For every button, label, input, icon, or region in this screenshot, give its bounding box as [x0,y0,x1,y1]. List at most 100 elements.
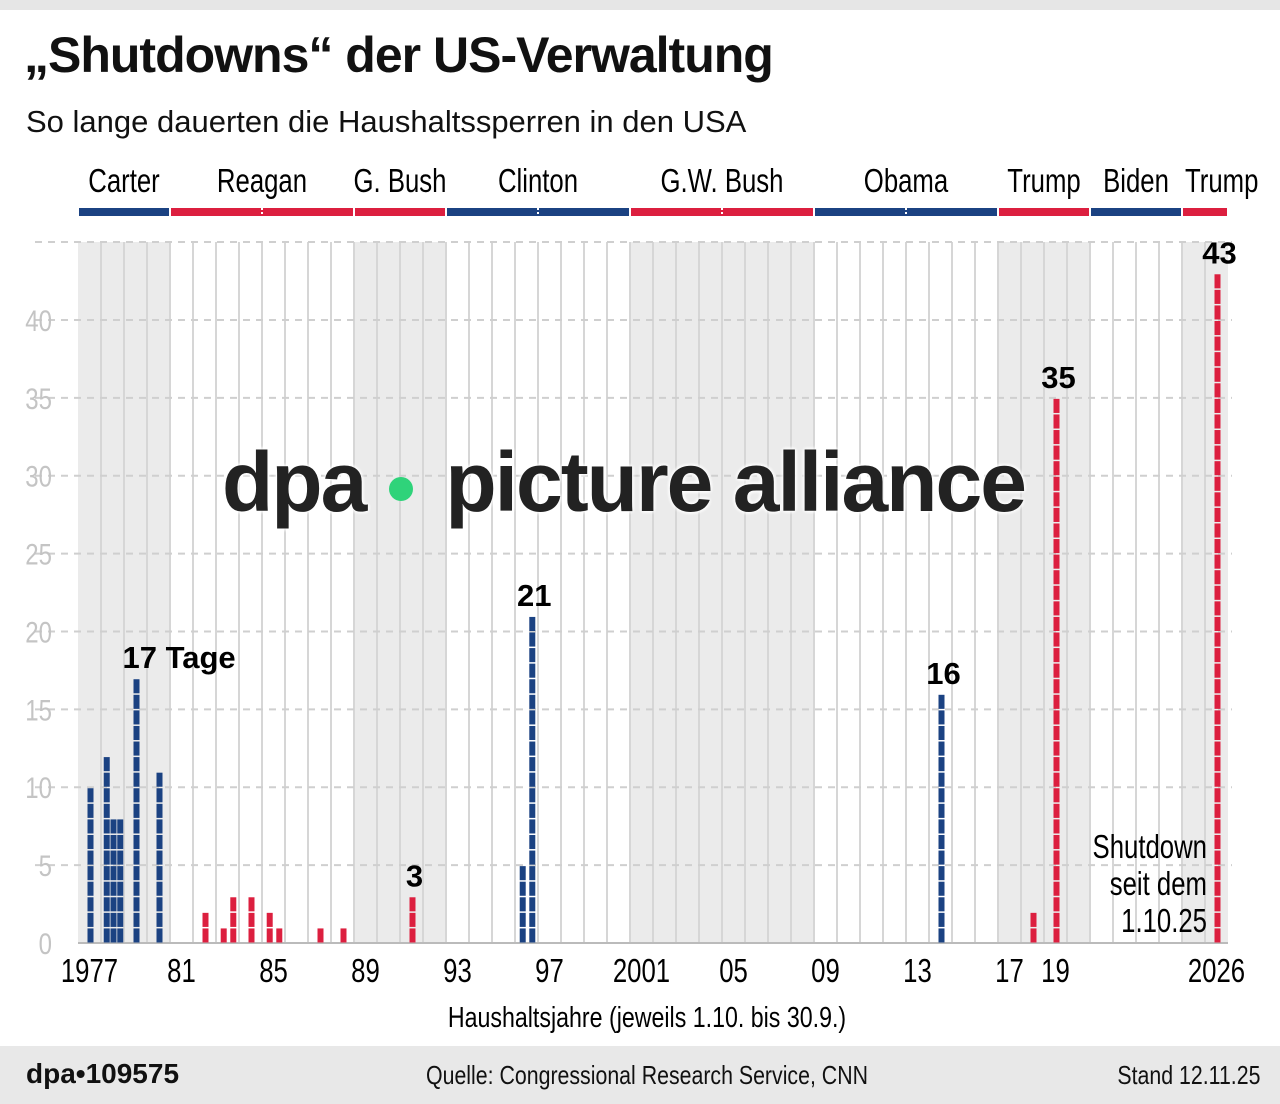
bar-segment [938,834,945,850]
bar-segment [1053,881,1060,896]
bar-segment [87,912,94,927]
bar-segment [1053,757,1060,772]
president-name: Carter [88,163,160,200]
president-name: Trump [1007,163,1080,200]
bar-segment [110,912,117,927]
bar-segment [1053,539,1060,554]
bar-segment [519,928,526,943]
bar-segment [519,881,526,896]
chart-title: „Shutdowns“ der US-Verwaltung [24,27,774,83]
bar-segment [409,912,416,927]
bar-segment [133,819,140,834]
bar-segment [529,850,536,865]
bar-segment [1053,430,1060,445]
bar-segment [1214,850,1221,865]
bar-segment [103,850,110,865]
bar-segment [529,866,536,881]
bar-segment [156,897,163,912]
bar-segment [110,834,117,850]
bar-segment [938,725,945,741]
bar-segment [156,819,163,834]
footer: dpa•109575 Quelle: Congressional Researc… [0,1046,1280,1104]
bar-segment [1053,710,1060,725]
bar-segment [1053,507,1060,522]
bar-segment [1053,819,1060,834]
bar-segment [87,819,94,834]
bar-segment [1053,414,1060,429]
bar-segment [87,834,94,850]
top-strip [0,0,1280,10]
bar-segment [103,772,110,787]
bar-segment [202,912,209,927]
bar-value-label: 35 [1041,360,1075,395]
bar-segment [1214,803,1221,818]
bar-segment [103,788,110,803]
bar-segment [938,850,945,865]
bar-segment [1214,274,1221,289]
bar-segment [529,648,536,663]
bar-segment [1214,289,1221,304]
bar-segment [1214,321,1221,336]
bar-segment [938,819,945,834]
x-tick-label: 97 [535,953,564,990]
bar-segment [529,834,536,850]
president-name: Reagan [217,163,307,200]
president-name: G. Bush [354,163,447,200]
bar-segment [87,881,94,896]
y-tick-label: 20 [25,615,52,649]
bar-segment [103,866,110,881]
bar-segment [1214,539,1221,554]
bar-segment [133,850,140,865]
x-tick-label: 89 [351,953,380,990]
bar-segment [938,897,945,912]
bar-segment [1214,834,1221,850]
bar-segment [103,897,110,912]
y-tick-label: 5 [39,849,52,883]
graphic-id: dpa•109575 [26,1058,180,1089]
x-tick-label: 17 [995,953,1024,990]
bar-segment [529,928,536,943]
bar-segment [938,757,945,772]
bar-segment [133,741,140,756]
y-tick-label: 30 [25,459,52,493]
watermark: dpa picture alliance [222,440,1027,524]
bar-segment [1053,554,1060,569]
bar-segment [87,788,94,803]
bar-segment [1053,741,1060,756]
bar-segment [1053,928,1060,943]
bar-segment [230,928,237,943]
bar-segment [1214,819,1221,834]
y-tick-label: 35 [25,381,52,415]
bar-segment [156,866,163,881]
bar-segment [133,772,140,787]
bar-segment [1214,414,1221,429]
president-name: Trump [1185,163,1258,200]
bar-segment [938,912,945,927]
bar-segment [1214,554,1221,569]
president-term-bar [1091,208,1181,216]
bar-segment [409,928,416,943]
bar-segment [156,788,163,803]
bar-segment [1214,383,1221,398]
bar-segment [1214,741,1221,756]
bar-segment [110,819,117,834]
bar-segment [156,881,163,896]
bar-segment [340,928,347,943]
president-term-bar [1183,208,1227,216]
bar-segment [1214,336,1221,351]
bar-segment [529,710,536,725]
bar-segment [1053,648,1060,663]
bar-segment [938,866,945,881]
x-tick-label: 85 [259,953,288,990]
bar-segment [117,928,124,943]
bar-segment [529,803,536,818]
bar-segment [1214,616,1221,631]
bar-segment [1214,710,1221,725]
bar-segment [1214,632,1221,647]
bar-segment [117,819,124,834]
bar-segment [938,694,945,709]
y-tick-label: 25 [25,537,52,571]
y-tick-label: 0 [39,926,52,960]
bar-segment [133,694,140,709]
bar-segment [202,928,209,943]
